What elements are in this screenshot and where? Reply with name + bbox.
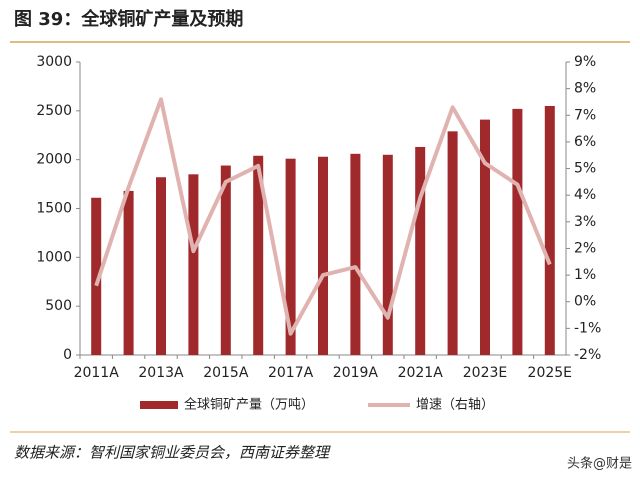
bar xyxy=(447,131,458,355)
x-tick-label: 2019A xyxy=(333,365,379,381)
line xyxy=(94,97,552,336)
y2-tick-label: 8% xyxy=(574,81,596,97)
y2-tick-label: 3% xyxy=(574,214,596,230)
bar xyxy=(415,146,426,355)
bar xyxy=(285,158,296,355)
bar xyxy=(123,190,134,355)
legend-label: 增速（右轴） xyxy=(416,398,494,413)
x-tick-label: 2015A xyxy=(203,365,249,381)
bar xyxy=(318,156,328,355)
x-tick-label: 2025E xyxy=(528,365,572,381)
y2-tick-label: -2% xyxy=(574,347,601,363)
x-tick-label: 2013A xyxy=(138,365,184,381)
bar xyxy=(91,197,102,355)
y2-tick-label: 2% xyxy=(574,240,596,256)
y-tick-label: 500 xyxy=(45,298,72,314)
y2-tick-label: 9% xyxy=(574,54,596,70)
x-tick-label: 2011A xyxy=(74,365,120,381)
y2-tick-label: 5% xyxy=(574,161,596,177)
y-tick-label: 2000 xyxy=(36,152,72,168)
bar xyxy=(253,155,264,355)
y2-tick-label: 0% xyxy=(574,294,596,310)
x-tick-label: 2017A xyxy=(268,365,314,381)
bar xyxy=(350,153,361,355)
y-tick-label: 3000 xyxy=(36,54,72,70)
watermark: 头条@财是 xyxy=(567,456,632,472)
source: 数据来源：智利国家铜业委员会，西南证券整理 xyxy=(14,444,331,462)
y2-tick-label: 7% xyxy=(574,107,596,123)
bar xyxy=(156,177,166,355)
bar xyxy=(480,119,490,355)
bar xyxy=(382,154,393,355)
y2-tick-label: 6% xyxy=(574,134,596,150)
y2-tick-label: -1% xyxy=(574,320,601,336)
bar xyxy=(512,108,523,355)
bar xyxy=(220,165,231,355)
legend-label: 全球铜矿产量（万吨） xyxy=(184,397,314,413)
y-tick-label: 2500 xyxy=(36,103,72,119)
y-tick-label: 0 xyxy=(63,347,72,363)
x-tick-label: 2023E xyxy=(463,365,507,381)
x-tick-label: 2021A xyxy=(398,365,444,381)
y-tick-label: 1500 xyxy=(36,201,72,217)
chart-title: 图 39：全球铜矿产量及预期 xyxy=(14,8,243,30)
y2-tick-label: 4% xyxy=(574,187,596,203)
bar xyxy=(544,105,555,355)
legend-swatch xyxy=(140,401,178,409)
y2-tick-label: 1% xyxy=(574,267,596,283)
y-tick-label: 1000 xyxy=(36,249,72,265)
bar xyxy=(188,174,199,355)
